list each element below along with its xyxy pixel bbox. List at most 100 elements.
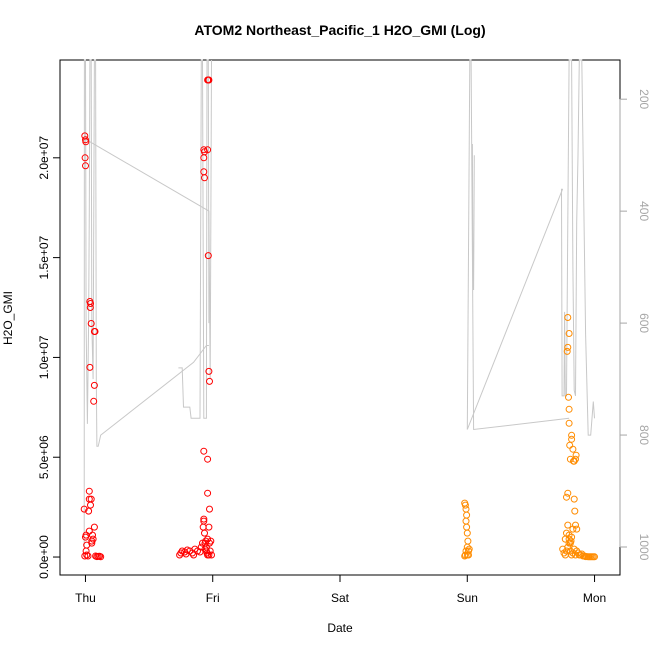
data-point	[87, 495, 95, 503]
right-tick-label: 800	[637, 425, 650, 445]
y-axis-title: H2O_GMI	[1, 291, 15, 345]
data-point	[564, 343, 572, 351]
data-point	[563, 547, 570, 555]
data-point	[569, 445, 577, 453]
overlay-line	[466, 188, 564, 430]
data-point	[461, 552, 469, 560]
data-point	[86, 304, 94, 311]
data-point	[566, 539, 574, 547]
data-point	[204, 489, 212, 497]
overlay-line	[83, 59, 212, 380]
data-point	[200, 517, 208, 525]
y-tick-label: 5.0e+06	[37, 435, 51, 479]
data-point	[201, 174, 208, 182]
data-point	[204, 252, 212, 260]
data-points-group	[80, 76, 598, 561]
data-point	[464, 537, 472, 545]
data-point	[462, 505, 470, 513]
data-point	[81, 552, 89, 560]
right-tick-label: 200	[637, 89, 650, 109]
data-point	[563, 493, 570, 501]
overlay-line	[83, 59, 209, 548]
data-point	[200, 447, 208, 455]
data-point	[206, 539, 213, 547]
data-point	[85, 527, 93, 535]
data-point	[463, 529, 471, 537]
data-point	[87, 300, 94, 307]
right-axis: 200 400 600 800 1000	[619, 89, 650, 561]
data-point	[463, 511, 471, 519]
data-point	[204, 455, 212, 463]
x-axis-title: Date	[327, 621, 353, 635]
data-point	[84, 552, 92, 560]
data-point	[85, 507, 93, 515]
x-axis: Thu Fri Sat Sun Mon	[75, 574, 606, 605]
data-point	[204, 146, 212, 154]
right-tick-label: 1000	[637, 534, 650, 561]
x-tick-label: Fri	[206, 591, 220, 605]
data-point	[205, 367, 213, 375]
data-point	[208, 551, 215, 559]
data-point	[591, 553, 598, 561]
data-point	[201, 529, 208, 537]
overlay-line	[466, 59, 570, 431]
data-point	[88, 537, 96, 545]
data-point	[197, 543, 205, 551]
data-point	[90, 523, 98, 531]
data-point	[87, 320, 95, 327]
data-point	[566, 441, 574, 449]
data-point	[205, 76, 213, 84]
data-point	[564, 489, 572, 497]
data-point	[570, 495, 578, 503]
data-point	[206, 377, 213, 385]
data-point	[565, 535, 573, 543]
data-point	[463, 543, 471, 551]
overlay-line	[561, 59, 595, 436]
data-point	[97, 553, 105, 561]
data-point	[569, 525, 577, 533]
data-point	[461, 501, 469, 509]
y-tick-label: 1.0e+07	[37, 335, 51, 379]
data-point	[564, 314, 572, 321]
y-axis: 0.0e+00 5.0e+06 1.0e+07 1.5e+07 2.0e+07	[37, 136, 61, 579]
data-point	[204, 535, 212, 543]
data-point	[565, 330, 573, 337]
data-point	[572, 455, 579, 463]
y-tick-label: 1.5e+07	[37, 235, 51, 279]
data-point	[90, 397, 98, 405]
data-point	[82, 533, 89, 541]
data-point	[196, 548, 204, 556]
y-tick-label: 0.0e+00	[37, 535, 51, 579]
y-tick-label: 2.0e+07	[37, 136, 51, 180]
data-point	[82, 162, 89, 170]
data-point	[463, 523, 471, 531]
right-tick-label: 400	[637, 201, 650, 221]
data-point	[572, 451, 580, 459]
data-point	[177, 549, 185, 557]
data-point	[565, 393, 572, 401]
data-point	[90, 381, 98, 389]
data-point	[91, 328, 99, 335]
data-point	[563, 347, 571, 355]
data-point	[568, 435, 576, 443]
data-point	[199, 523, 207, 531]
x-tick-label: Mon	[583, 591, 606, 605]
data-point	[85, 487, 93, 495]
data-point	[82, 138, 90, 146]
data-point	[462, 517, 470, 525]
x-tick-label: Sun	[457, 591, 478, 605]
data-point	[200, 154, 208, 162]
data-point	[573, 525, 581, 533]
data-point	[89, 535, 97, 543]
data-point	[571, 507, 579, 515]
data-point	[200, 515, 208, 523]
data-point	[465, 551, 472, 559]
data-point	[570, 457, 578, 465]
data-point	[561, 551, 569, 559]
data-point	[88, 539, 96, 547]
overlay-line-group	[83, 59, 595, 548]
data-point	[86, 363, 94, 371]
data-point	[205, 523, 213, 531]
plot-area	[59, 59, 621, 576]
